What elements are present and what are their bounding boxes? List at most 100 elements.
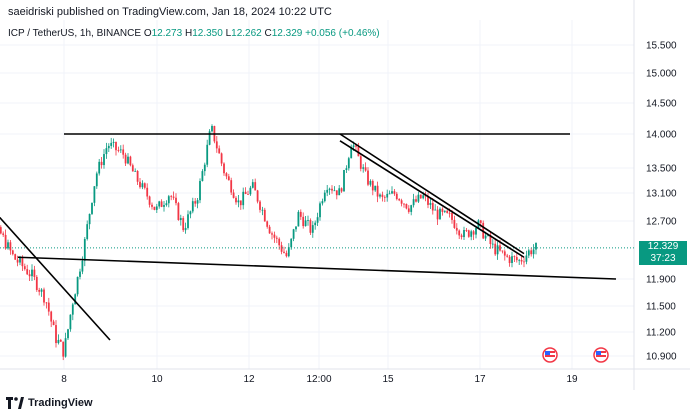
candle-body — [345, 168, 348, 170]
y-tick-label: 11.200 — [646, 328, 676, 339]
candle-body — [455, 227, 458, 231]
x-tick-label: 19 — [566, 374, 578, 385]
candle-body — [427, 196, 429, 205]
trend-line-4[interactable] — [0, 187, 111, 341]
candle-body — [436, 209, 439, 220]
x-tick-label: 17 — [474, 374, 486, 385]
candle-body — [105, 148, 108, 155]
candle-body — [158, 201, 161, 207]
candle-body — [175, 197, 177, 204]
close-value: 12.329 — [271, 28, 303, 39]
y-tick-label: 14.500 — [646, 99, 677, 110]
candle-body — [338, 188, 341, 196]
candle-body — [415, 199, 417, 202]
y-tick-label: 15.500 — [646, 41, 677, 52]
candle-body — [134, 170, 137, 172]
us-flag-event-icon[interactable] — [593, 347, 609, 363]
candle-body — [261, 209, 264, 211]
candle-body — [40, 289, 43, 292]
close-label: C — [264, 28, 272, 39]
open-label: O — [143, 28, 152, 39]
us-flag-event-icon[interactable] — [542, 347, 558, 363]
candle-body — [21, 257, 24, 267]
candle-body — [523, 261, 525, 263]
high-value: 12.350 — [192, 28, 223, 39]
candle-body — [110, 142, 113, 146]
candle-body — [530, 250, 533, 255]
trend-line-1[interactable] — [17, 256, 617, 280]
candle-body — [57, 339, 60, 344]
candle-body — [45, 302, 48, 304]
candle-body — [112, 141, 115, 143]
candle-body — [64, 338, 67, 357]
candle-body — [117, 150, 120, 151]
candle-body — [223, 163, 225, 174]
candle-body — [527, 250, 530, 256]
candle-body — [0, 227, 2, 234]
candle-body — [215, 141, 218, 149]
trend-line-3[interactable] — [339, 133, 525, 255]
candle-body — [405, 203, 408, 209]
candle-body — [4, 234, 7, 249]
trend-line-2[interactable] — [339, 140, 525, 258]
candle-body — [86, 224, 89, 240]
candle-body — [199, 181, 201, 201]
candle-body — [31, 269, 33, 277]
candle-body — [381, 194, 384, 197]
price-axis[interactable]: 15.500 15.000 14.500 14.000 13.500 13.100 12.7… — [646, 41, 677, 363]
candle-body — [33, 269, 36, 277]
candle-body — [506, 255, 509, 257]
candle-body — [95, 173, 98, 187]
candle-body — [419, 194, 422, 199]
high-label: H — [184, 28, 193, 39]
candle-body — [494, 243, 497, 255]
candle-body — [119, 149, 122, 151]
candle-body — [143, 183, 146, 188]
candle-body — [59, 339, 62, 342]
candle-body — [283, 251, 285, 253]
candle-body — [203, 164, 206, 172]
candle-body — [501, 250, 504, 252]
candle-body — [376, 185, 379, 197]
candle-body — [479, 220, 482, 223]
candle-body — [237, 200, 240, 203]
candle-body — [218, 148, 221, 154]
candle-body — [491, 243, 494, 245]
x-tick-label: 8 — [61, 374, 67, 385]
candle-body — [326, 189, 329, 193]
candle-body — [316, 217, 319, 223]
candle-body — [371, 180, 374, 191]
candle-body — [177, 203, 180, 221]
candle-body — [355, 145, 357, 147]
candle-body — [331, 188, 333, 191]
candle-body — [503, 251, 506, 256]
candle-body — [11, 250, 14, 255]
candle-body — [155, 206, 158, 210]
candle-body — [165, 203, 168, 206]
candle-body — [52, 321, 55, 326]
time-axis[interactable]: 8 10 12 12:00 15 17 19 — [61, 374, 578, 385]
candle-body — [412, 199, 415, 206]
candlestick-series — [0, 124, 537, 361]
candle-body — [38, 289, 41, 292]
y-tick-label: 10.900 — [646, 352, 677, 363]
candle-body — [122, 149, 125, 155]
candle-body — [292, 229, 295, 239]
candle-body — [499, 245, 501, 251]
candle-body — [247, 193, 249, 195]
candle-body — [273, 234, 276, 238]
candle-body — [26, 269, 29, 275]
symbol-legend[interactable]: ICP / TetherUS, 1h, BINANCE O12.273 H12.… — [8, 28, 380, 39]
low-value: 12.262 — [231, 28, 262, 39]
candle-body — [182, 218, 185, 231]
candle-body — [458, 230, 461, 236]
candle-body — [160, 201, 163, 207]
candle-body — [453, 219, 456, 228]
footer-brand: TradingView — [28, 397, 93, 409]
candle-body — [472, 231, 475, 235]
candle-body — [242, 191, 245, 206]
candle-body — [208, 131, 211, 145]
candle-body — [314, 222, 317, 226]
y-tick-label: 11.500 — [646, 302, 676, 313]
